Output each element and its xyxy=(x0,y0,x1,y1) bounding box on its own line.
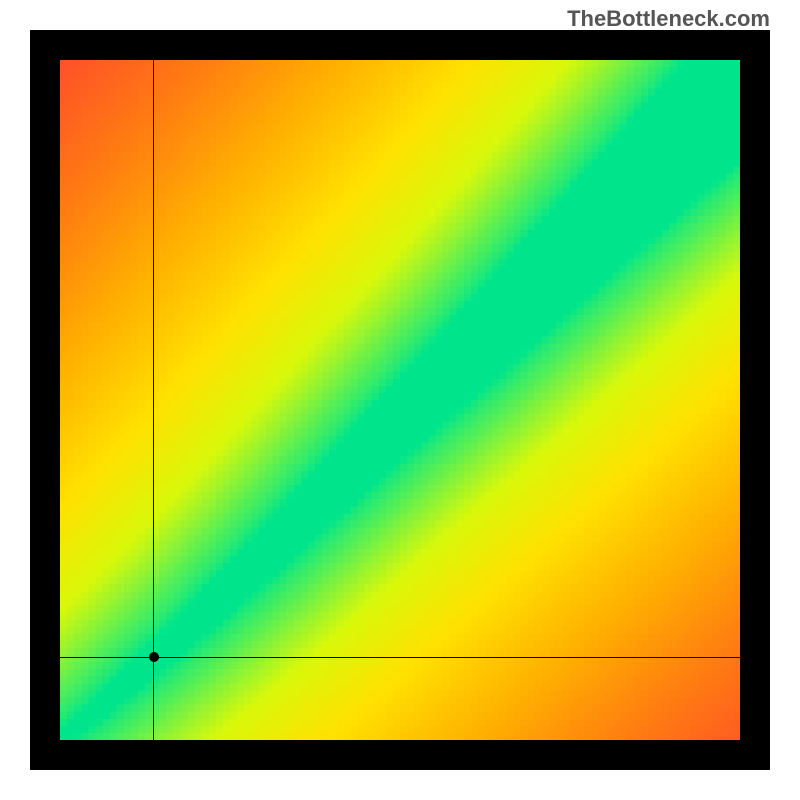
bottleneck-heatmap xyxy=(60,60,740,740)
crosshair-horizontal xyxy=(60,657,740,658)
crosshair-marker-dot xyxy=(149,652,159,662)
watermark-text: TheBottleneck.com xyxy=(567,6,770,32)
crosshair-vertical xyxy=(153,60,154,740)
